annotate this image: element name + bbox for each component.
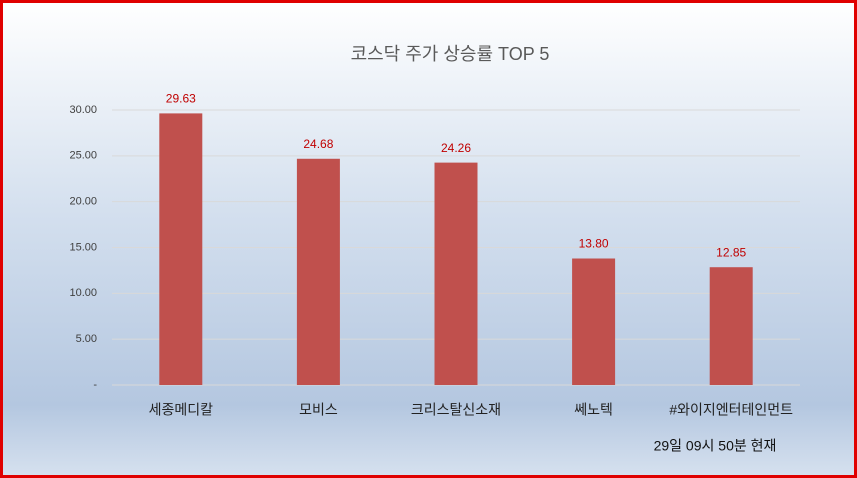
annotation: 29일 09시 50분 현재 bbox=[654, 438, 777, 454]
chart-title: 코스닥 주가 상승률 TOP 5 bbox=[351, 44, 550, 64]
y-tick-label: 30.00 bbox=[69, 104, 97, 116]
value-label: 24.68 bbox=[303, 137, 333, 151]
value-label: 12.85 bbox=[716, 245, 746, 259]
y-tick-label: 20.00 bbox=[69, 196, 97, 208]
x-tick-label: 쎄노텍 bbox=[574, 402, 613, 418]
x-tick-label: 모비스 bbox=[299, 402, 338, 418]
bar bbox=[709, 267, 753, 385]
y-tick-label: 15.00 bbox=[69, 241, 97, 253]
y-tick-label: 25.00 bbox=[69, 150, 97, 162]
x-tick-label: 세종메디칼 bbox=[149, 402, 214, 418]
x-tick-label: #와이지엔터테인먼트 bbox=[669, 402, 793, 418]
y-tick-label: - bbox=[93, 379, 97, 391]
bar bbox=[159, 113, 203, 386]
bar bbox=[434, 162, 478, 385]
bar bbox=[572, 258, 616, 385]
value-label: 24.26 bbox=[441, 141, 471, 155]
y-tick-label: 5.00 bbox=[76, 333, 97, 345]
x-tick-label: 크리스탈신소재 bbox=[411, 402, 501, 418]
value-label: 13.80 bbox=[579, 237, 609, 251]
value-label: 29.63 bbox=[166, 92, 196, 106]
bar bbox=[296, 158, 340, 385]
y-tick-label: 10.00 bbox=[69, 287, 97, 299]
